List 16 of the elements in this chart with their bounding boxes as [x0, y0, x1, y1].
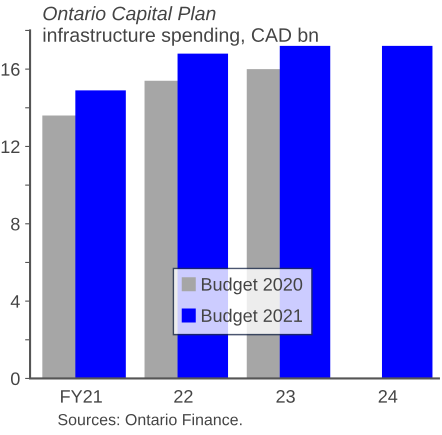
legend-label: Budget 2020 [202, 277, 302, 294]
x-tick-label: 22 [174, 390, 193, 403]
x-tick-label: 23 [276, 390, 295, 403]
y-tick-label: 16 [2, 63, 20, 76]
legend-label: Budget 2021 [202, 308, 302, 326]
chart-title: Ontario Capital Plan [43, 6, 216, 24]
y-tick-label: 4 [10, 295, 20, 308]
bar [75, 90, 126, 378]
y-tick-label: 0 [11, 372, 20, 386]
source-note: Sources: Ontario Finance. [58, 414, 242, 426]
x-tick-label: 24 [378, 390, 398, 403]
chart-subtitle: infrastructure spending, CAD bn [44, 28, 318, 46]
x-tick-label: FY21 [61, 390, 102, 403]
y-tick-label: 8 [11, 218, 20, 231]
y-tick-label: 12 [2, 140, 20, 153]
bar [382, 46, 432, 378]
